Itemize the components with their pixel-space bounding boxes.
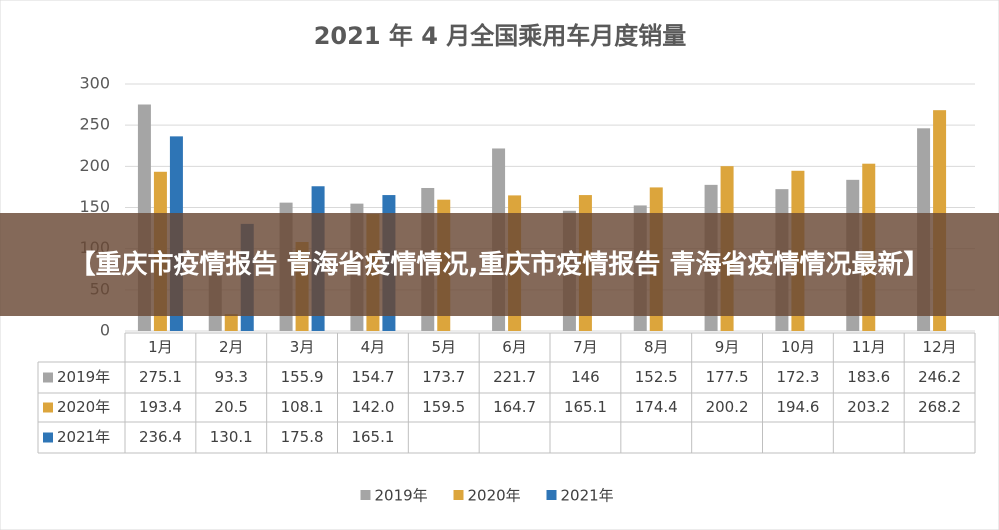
table-value: 268.2 — [918, 398, 961, 416]
table-value: 175.8 — [281, 428, 324, 446]
legend-label: 2019年 — [375, 487, 428, 505]
y-tick-label: 300 — [79, 74, 110, 93]
table-value: 177.5 — [706, 368, 749, 386]
table-value: 93.3 — [215, 368, 248, 386]
table-swatch — [43, 372, 53, 383]
table-value: 236.4 — [139, 428, 182, 446]
x-tick-label: 9月 — [715, 338, 740, 356]
table-swatch — [43, 402, 53, 413]
x-tick-label: 6月 — [502, 338, 527, 356]
bar — [224, 314, 238, 331]
table-swatch — [43, 432, 53, 443]
table-value: 154.7 — [351, 368, 394, 386]
table-row-label: 2020年 — [57, 398, 110, 416]
legend-swatch — [453, 490, 464, 500]
x-tick-label: 2月 — [219, 338, 244, 356]
table-value: 203.2 — [847, 398, 890, 416]
table-value: 142.0 — [351, 398, 394, 416]
x-tick-label: 3月 — [290, 338, 315, 356]
table-value: 20.5 — [215, 398, 248, 416]
x-tick-label: 8月 — [644, 338, 669, 356]
y-tick-label: 0 — [100, 321, 110, 340]
legend-label: 2020年 — [468, 487, 521, 505]
table-value: 174.4 — [635, 398, 678, 416]
table-value: 165.1 — [351, 428, 394, 446]
table-value: 200.2 — [706, 398, 749, 416]
table-value: 183.6 — [847, 368, 890, 386]
table-row-label: 2021年 — [57, 428, 110, 446]
x-tick-label: 10月 — [781, 338, 815, 356]
y-tick-label: 150 — [79, 197, 110, 216]
y-tick-label: 250 — [79, 115, 110, 134]
x-tick-label: 11月 — [852, 338, 886, 356]
table-value: 130.1 — [210, 428, 253, 446]
x-tick-label: 5月 — [431, 338, 456, 356]
table-value: 172.3 — [776, 368, 819, 386]
table-value: 246.2 — [918, 368, 961, 386]
table-value: 146 — [571, 368, 600, 386]
table-value: 194.6 — [776, 398, 819, 416]
legend-label: 2021年 — [561, 487, 614, 505]
legend-swatch — [360, 490, 371, 500]
table-value: 108.1 — [281, 398, 324, 416]
table-value: 275.1 — [139, 368, 182, 386]
table-value: 155.9 — [281, 368, 324, 386]
x-tick-label: 12月 — [923, 338, 957, 356]
legend-swatch — [546, 490, 557, 500]
chart-title: 2021 年 4 月全国乘用车月度销量 — [314, 22, 687, 50]
table-value: 164.7 — [493, 398, 536, 416]
table-row-label: 2019年 — [57, 368, 110, 386]
x-tick-label: 4月 — [361, 338, 386, 356]
table-value: 152.5 — [635, 368, 678, 386]
y-tick-label: 200 — [79, 156, 110, 175]
table-value: 221.7 — [493, 368, 536, 386]
x-tick-label: 7月 — [573, 338, 598, 356]
banner: 【重庆市疫情报告 青海省疫情情况,重庆市疫情报告 青海省疫情情况最新】 — [0, 213, 999, 316]
x-tick-label: 1月 — [148, 338, 173, 356]
table-value: 159.5 — [422, 398, 465, 416]
table-value: 165.1 — [564, 398, 607, 416]
table-value: 193.4 — [139, 398, 182, 416]
table-value: 173.7 — [422, 368, 465, 386]
